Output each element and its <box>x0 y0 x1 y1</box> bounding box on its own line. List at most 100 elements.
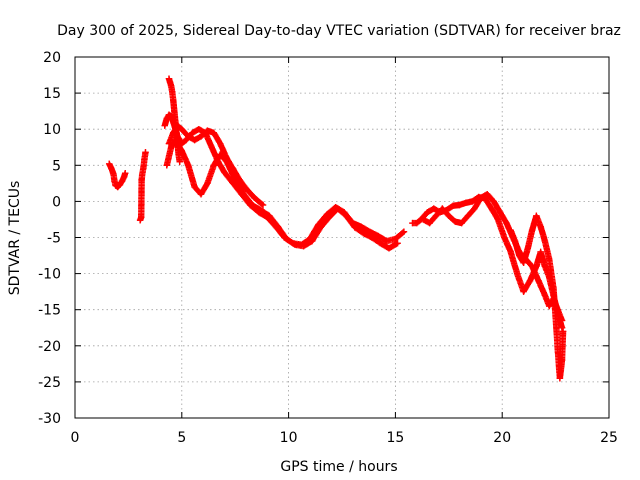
data-point <box>138 176 145 183</box>
data-point <box>554 346 561 353</box>
data-point <box>308 237 316 245</box>
data-point <box>520 288 527 295</box>
data-point <box>383 237 391 245</box>
data-point <box>490 198 497 205</box>
data-point <box>195 126 203 133</box>
data-point <box>558 357 566 364</box>
data-point <box>168 88 176 95</box>
data-point <box>334 205 341 212</box>
data-point <box>430 205 438 212</box>
data-point <box>368 234 376 241</box>
data-point <box>257 206 265 214</box>
data-point <box>419 216 427 223</box>
data-point <box>176 158 183 165</box>
x-tick-label: 10 <box>280 430 298 446</box>
data-point <box>170 97 177 104</box>
y-tick-label: -5 <box>47 231 61 247</box>
data-point <box>210 129 218 137</box>
data-point <box>142 149 149 156</box>
data-point <box>545 302 553 310</box>
data-point <box>496 209 504 216</box>
data-point <box>240 190 247 198</box>
data-point <box>204 127 211 134</box>
data-point <box>140 164 147 172</box>
data-point <box>116 181 124 188</box>
data-point <box>274 223 282 230</box>
data-points-path <box>507 212 567 382</box>
data-point <box>197 190 205 198</box>
data-point <box>377 240 384 247</box>
data-point <box>121 170 129 177</box>
series-main-arc-a <box>161 111 408 248</box>
data-point <box>456 201 463 209</box>
data-point <box>528 263 536 270</box>
data-point <box>445 212 452 220</box>
data-point <box>163 115 171 122</box>
data-point <box>242 185 250 192</box>
x-tick-label: 0 <box>71 430 80 446</box>
data-point <box>229 165 237 173</box>
data-point <box>556 375 564 382</box>
data-point <box>173 129 180 137</box>
data-point <box>413 219 420 227</box>
y-tick-label: -25 <box>38 375 61 391</box>
data-point <box>165 75 173 82</box>
data-point <box>217 140 224 147</box>
x-axis-label: GPS time / hours <box>280 459 397 475</box>
data-point <box>283 235 290 243</box>
data-point <box>185 162 192 169</box>
data-point <box>351 224 359 231</box>
data-point <box>208 144 215 151</box>
data-point <box>375 232 382 240</box>
data-point <box>120 173 128 181</box>
data-point <box>172 118 179 126</box>
data-point <box>449 202 457 209</box>
data-point <box>175 151 182 158</box>
y-tick-label: -15 <box>38 303 61 319</box>
data-point <box>537 223 544 230</box>
data-point <box>494 216 502 223</box>
data-point <box>507 248 514 256</box>
data-point <box>210 162 218 169</box>
data-point <box>189 129 196 137</box>
data-point <box>541 263 549 270</box>
y-tick-label: -10 <box>38 267 61 283</box>
series-early-arc-2 <box>136 149 149 224</box>
data-point <box>110 170 117 178</box>
data-point <box>165 140 173 147</box>
data-point <box>191 183 198 191</box>
data-point <box>167 82 175 90</box>
data-point <box>259 201 267 209</box>
data-point <box>462 199 470 207</box>
data-point <box>513 270 521 277</box>
data-point <box>550 284 557 292</box>
data-point <box>167 144 175 151</box>
data-point <box>520 259 527 266</box>
data-point <box>174 140 181 147</box>
data-point <box>511 237 519 245</box>
data-point <box>182 136 190 144</box>
data-points-path <box>136 149 149 224</box>
data-point <box>197 133 205 140</box>
data-point <box>139 170 146 178</box>
data-point <box>516 252 523 259</box>
data-point <box>171 107 178 115</box>
data-point <box>558 324 566 331</box>
data-point <box>118 177 126 185</box>
data-point <box>343 212 350 220</box>
data-point <box>360 229 367 237</box>
data-point <box>541 292 549 299</box>
y-tick-label: -20 <box>38 339 61 355</box>
data-point <box>471 205 478 212</box>
data-point <box>400 228 408 235</box>
y-tick-label: 0 <box>52 194 61 210</box>
data-point <box>204 180 211 187</box>
x-tick-label: 25 <box>600 430 618 446</box>
data-point <box>317 224 324 231</box>
data-point <box>526 277 534 285</box>
data-point <box>178 126 185 133</box>
data-point <box>236 176 243 183</box>
data-point <box>394 240 401 247</box>
data-point <box>163 162 171 169</box>
axis-ticks: 0 5 10 15 20 25 20 15 10 5 0 -5 -10 -15 -20 -25 -30 <box>38 50 618 446</box>
